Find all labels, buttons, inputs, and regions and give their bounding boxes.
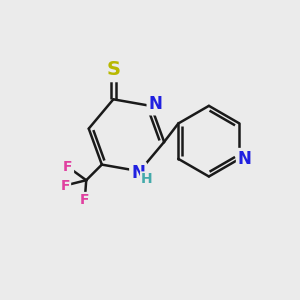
- Text: N: N: [131, 164, 145, 182]
- Text: N: N: [148, 95, 162, 113]
- Text: F: F: [63, 160, 73, 174]
- Text: S: S: [106, 60, 120, 80]
- Text: F: F: [80, 193, 89, 207]
- Text: F: F: [60, 178, 70, 193]
- Text: H: H: [141, 172, 153, 187]
- Text: N: N: [238, 150, 252, 168]
